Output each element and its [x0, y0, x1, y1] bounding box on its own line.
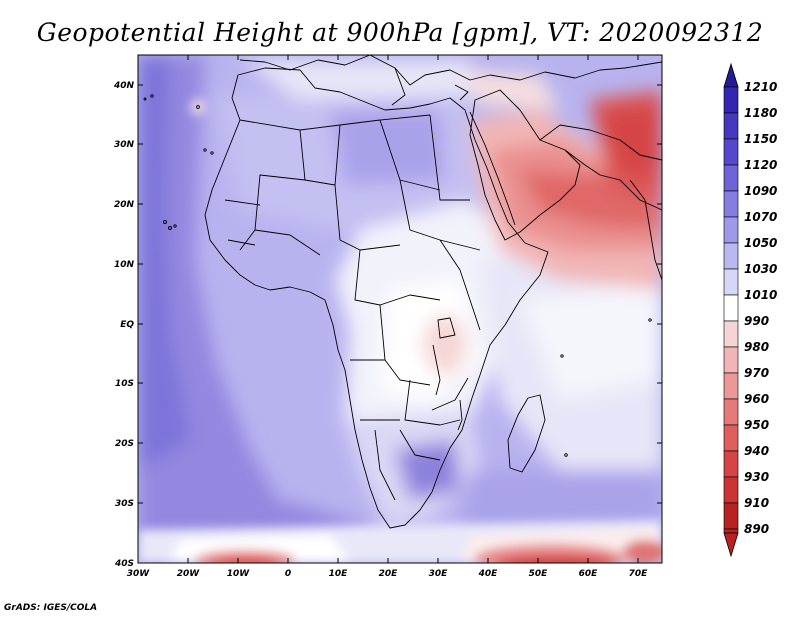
- colorbar-label: 1120: [744, 158, 777, 172]
- grads-credit: GrADS: IGES/COLA: [4, 603, 98, 613]
- colorbar-swatch: [723, 476, 739, 504]
- colorbar-swatch: [723, 242, 739, 270]
- colorbar-label: 1150: [744, 132, 777, 146]
- colorbar-swatch: [723, 216, 739, 244]
- colorbar-swatch: [723, 190, 739, 218]
- lon-label: 70E: [629, 569, 649, 579]
- lon-label: 20E: [379, 569, 399, 579]
- colorbar-label: 890: [744, 522, 769, 536]
- madagascar-coast: [507, 394, 546, 473]
- colorbar-label: 950: [744, 418, 769, 432]
- colorbar-label: 910: [744, 496, 769, 510]
- lat-label: 20N: [114, 200, 135, 210]
- colorbar-label: 960: [744, 392, 769, 406]
- colorbar-bottom-arrow: [723, 532, 739, 558]
- colorbar: 1210 1180 1150 1120 1090 1070 1050 1030 …: [723, 62, 777, 558]
- africa-coastline: [204, 67, 549, 529]
- lat-label: 30S: [115, 499, 134, 509]
- map-title: Geopotential Height at 900hPa [gpm], VT:…: [36, 18, 764, 47]
- colorbar-label: 1010: [744, 288, 777, 302]
- colorbar-swatch: [723, 372, 739, 400]
- colorbar-swatch: [723, 398, 739, 426]
- axis-ticks: [138, 55, 662, 563]
- colorbar-swatch: [723, 268, 739, 296]
- colorbar-label: 1090: [744, 184, 777, 198]
- colorbar-label: 970: [744, 366, 769, 380]
- lon-label: 50E: [529, 569, 549, 579]
- lat-label: 40N: [113, 81, 135, 91]
- lat-label: 20S: [115, 439, 134, 449]
- colorbar-swatch: [723, 450, 739, 478]
- lon-label: 40E: [478, 569, 499, 579]
- colorbar-swatch: [723, 320, 739, 348]
- colorbar-label: 940: [744, 444, 769, 458]
- colorbar-swatch: [723, 86, 739, 114]
- map-frame: [137, 54, 663, 564]
- colorbar-swatch: [723, 502, 739, 530]
- colorbar-label: 1180: [744, 106, 777, 120]
- lon-label: 20W: [177, 569, 201, 579]
- india-coast: [629, 179, 662, 281]
- lat-label: 10S: [115, 379, 134, 389]
- lon-label: 30W: [127, 569, 151, 579]
- colorbar-swatch: [723, 424, 739, 452]
- colorbar-label: 1070: [744, 210, 777, 224]
- lon-label: 30E: [429, 569, 449, 579]
- lon-label: 10E: [329, 569, 349, 579]
- lon-label: 10W: [227, 569, 251, 579]
- lat-axis: 40N 30N 20N 10N EQ 10S 20S 30S 40S: [113, 81, 135, 569]
- colorbar-label: 990: [744, 314, 769, 328]
- colorbar-label: 1030: [744, 262, 777, 276]
- arabia-coast: [469, 89, 581, 241]
- lat-label: EQ: [120, 320, 134, 330]
- colorbar-label: 1050: [744, 236, 777, 250]
- lon-label: 0: [285, 569, 291, 579]
- colorbar-swatch: [723, 346, 739, 374]
- colorbar-label: 930: [744, 470, 769, 484]
- lat-label: 40S: [114, 559, 134, 569]
- colorbar-swatch: [723, 294, 739, 322]
- colorbar-label: 1210: [744, 80, 777, 94]
- colorbar-label: 980: [744, 340, 769, 354]
- height-field: [138, 55, 662, 563]
- coastlines: [143, 55, 662, 529]
- colorbar-swatch: [723, 138, 739, 166]
- colorbar-top-arrow: [723, 62, 739, 88]
- lat-label: 10N: [114, 260, 135, 270]
- colorbar-swatch: [723, 528, 739, 534]
- lon-axis: 30W 20W 10W 0 10E 20E 30E 40E 50E 60E 70…: [127, 569, 648, 579]
- colorbar-swatch: [723, 164, 739, 192]
- colorbar-swatch: [723, 112, 739, 140]
- lon-label: 60E: [579, 569, 599, 579]
- lat-label: 30N: [114, 140, 135, 150]
